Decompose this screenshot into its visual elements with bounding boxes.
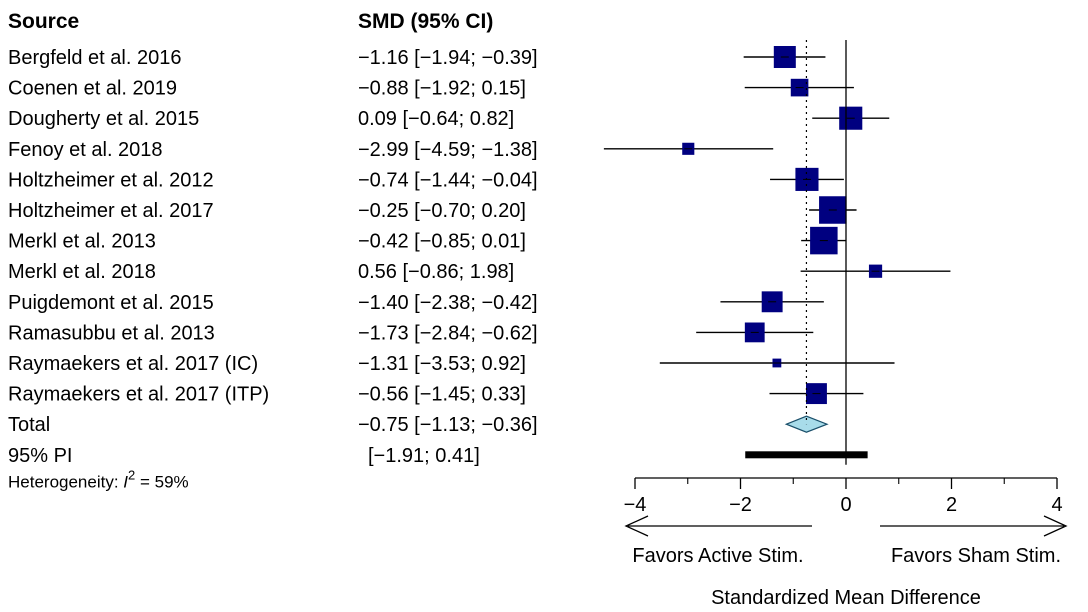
- x-tick-label: 0: [840, 494, 851, 516]
- study-estimate: −0.88 [−1.92; 0.15]: [358, 78, 526, 100]
- study-label: Raymaekers et al. 2017 (IC): [8, 353, 258, 375]
- x-tick-label: −4: [624, 494, 647, 516]
- study-row: Fenoy et al. 2018 −2.99 [−4.59; −1.38]: [8, 139, 774, 161]
- study-estimate: −1.31 [−3.53; 0.92]: [358, 353, 526, 375]
- header-smd: SMD (95% CI): [358, 10, 493, 33]
- favors-active-label: Favors Active Stim.: [632, 545, 803, 567]
- left-arrowhead: [624, 515, 649, 537]
- study-label: Raymaekers et al. 2017 (ITP): [8, 384, 269, 406]
- prediction-interval-bar: [745, 451, 868, 459]
- study-label: Coenen et al. 2019: [8, 78, 177, 100]
- study-row: Merkl et al. 2018 0.56 [−0.86; 1.98]: [8, 261, 951, 283]
- study-estimate: −1.40 [−2.38; −0.42]: [358, 292, 538, 314]
- study-estimate: −1.16 [−1.94; −0.39]: [358, 47, 538, 69]
- study-label: Merkl et al. 2018: [8, 261, 156, 283]
- study-estimate: −1.73 [−2.84; −0.62]: [358, 322, 538, 344]
- study-label: Bergfeld et al. 2016: [8, 47, 181, 69]
- study-estimate: −2.99 [−4.59; −1.38]: [358, 139, 538, 161]
- x-tick-label: 4: [1051, 494, 1062, 516]
- heterogeneity-text: Heterogeneity: I2 = 59%: [8, 467, 189, 491]
- study-row: Coenen et al. 2019 −0.88 [−1.92; 0.15]: [8, 78, 854, 100]
- study-label: Holtzheimer et al. 2017: [8, 200, 214, 222]
- study-label: Fenoy et al. 2018: [8, 139, 163, 161]
- study-estimate: −0.74 [−1.44; −0.04]: [358, 169, 538, 191]
- study-estimate: 0.09 [−0.64; 0.82]: [358, 108, 514, 130]
- total-estimate: −0.75 [−1.13; −0.36]: [358, 414, 538, 436]
- total-label: Total: [8, 414, 50, 436]
- study-row: Holtzheimer et al. 2012 −0.74 [−1.44; −0.…: [8, 167, 844, 191]
- pi-row: 95% PI [−1.91; 0.41]: [8, 445, 868, 467]
- study-label: Dougherty et al. 2015: [8, 108, 199, 130]
- study-label: Merkl et al. 2013: [8, 231, 156, 253]
- header-source: Source: [8, 10, 79, 33]
- study-estimate: −0.42 [−0.85; 0.01]: [358, 231, 526, 253]
- x-tick-label: −2: [729, 494, 752, 516]
- x-axis-title: Standardized Mean Difference: [711, 587, 981, 609]
- study-row: Raymaekers et al. 2017 (ITP) −0.56 [−1.45…: [8, 383, 864, 406]
- study-row: Ramasubbu et al. 2013 −1.73 [−2.84; −0.62…: [8, 322, 814, 344]
- study-estimate: −0.25 [−0.70; 0.20]: [358, 200, 526, 222]
- study-row: Raymaekers et al. 2017 (IC) −1.31 [−3.53;…: [8, 353, 895, 375]
- favors-sham-label: Favors Sham Stim.: [891, 545, 1061, 567]
- study-estimate: −0.56 [−1.45; 0.33]: [358, 384, 526, 406]
- study-label: Ramasubbu et al. 2013: [8, 322, 215, 344]
- total-row: Total −0.75 [−1.13; −0.36]: [8, 414, 829, 436]
- study-row: Bergfeld et al. 2016 −1.16 [−1.94; −0.39]: [8, 46, 826, 69]
- study-row: Dougherty et al. 2015 0.09 [−0.64; 0.82]: [8, 106, 890, 130]
- study-row: Merkl et al. 2013 −0.42 [−0.85; 0.01]: [8, 226, 847, 255]
- study-rows: Bergfeld et al. 2016 −1.16 [−1.94; −0.39]…: [8, 46, 951, 491]
- pi-estimate: [−1.91; 0.41]: [368, 445, 480, 467]
- study-label: Puigdemont et al. 2015: [8, 292, 214, 314]
- pi-label: 95% PI: [8, 445, 72, 467]
- study-row: Holtzheimer et al. 2017 −0.25 [−0.70; 0.2…: [8, 196, 857, 224]
- study-estimate: 0.56 [−0.86; 1.98]: [358, 261, 514, 283]
- x-axis: −4 −2 0 2 4 Favors Active Stim. Favors Sham St…: [624, 40, 1068, 609]
- study-label: Holtzheimer et al. 2012: [8, 169, 214, 191]
- x-tick-label: 2: [946, 494, 957, 516]
- right-arrowhead: [1043, 515, 1068, 537]
- study-row: Puigdemont et al. 2015 −1.40 [−2.38; −0.4…: [8, 291, 824, 314]
